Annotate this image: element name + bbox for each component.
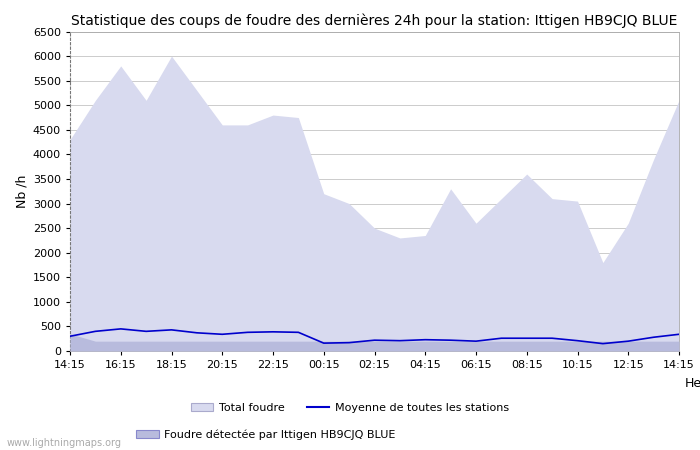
Text: www.lightningmaps.org: www.lightningmaps.org [7, 438, 122, 448]
Legend: Total foudre, Moyenne de toutes les stations: Total foudre, Moyenne de toutes les stat… [191, 403, 509, 413]
X-axis label: Heure: Heure [685, 377, 700, 390]
Y-axis label: Nb /h: Nb /h [15, 175, 29, 208]
Title: Statistique des coups de foudre des dernières 24h pour la station: Ittigen HB9CJ: Statistique des coups de foudre des dern… [71, 13, 678, 27]
Legend: Foudre détectée par Ittigen HB9CJQ BLUE: Foudre détectée par Ittigen HB9CJQ BLUE [136, 429, 395, 440]
